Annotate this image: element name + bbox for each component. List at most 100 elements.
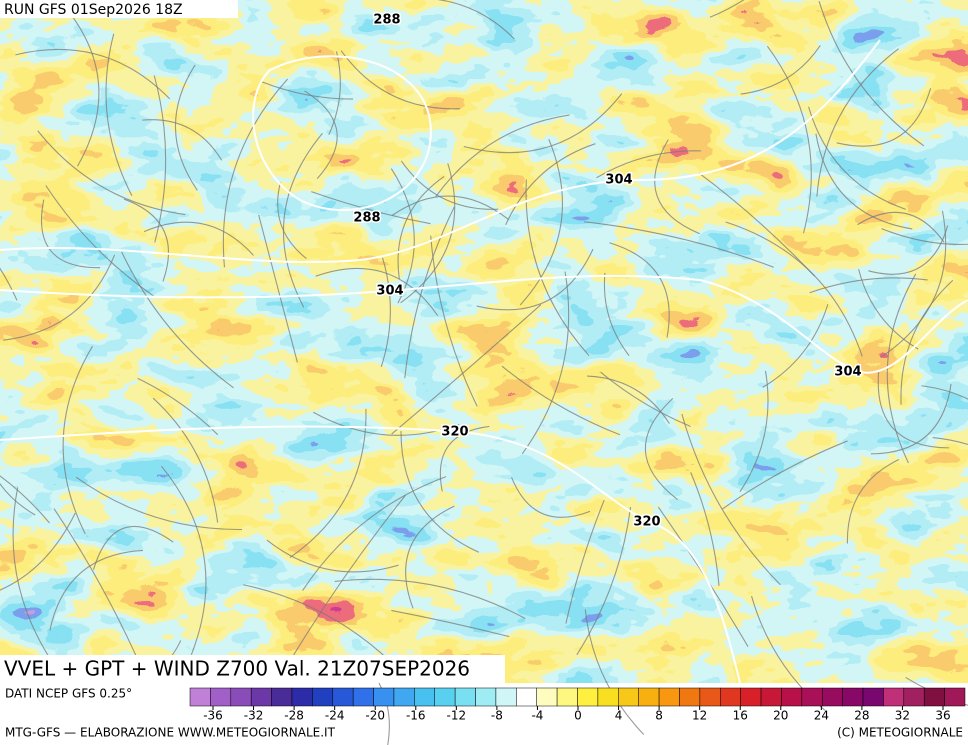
streamline	[584, 221, 774, 268]
streamline	[519, 138, 563, 306]
streamline	[400, 160, 499, 210]
contour-label: 304	[605, 173, 632, 188]
colorbar-cell	[516, 687, 537, 707]
streamline	[61, 3, 100, 167]
vertical-velocity-field	[0, 0, 968, 683]
colorbar-cell	[393, 687, 415, 707]
run-box	[0, 0, 238, 18]
colorbar-cell	[923, 687, 945, 707]
streamline	[289, 408, 367, 559]
colorbar-tick-label: 20	[773, 709, 788, 723]
streamline	[690, 472, 720, 586]
streamline	[15, 49, 171, 100]
source-label: DATI NCEP GFS 0.25°	[5, 687, 132, 701]
streamline	[807, 106, 906, 210]
streamline	[681, 413, 781, 586]
streamline	[3, 254, 116, 341]
contour-label: 288	[353, 211, 380, 226]
colorbar-tick-label: 8	[655, 709, 663, 723]
streamline	[293, 494, 407, 656]
streamline	[868, 225, 949, 275]
streamline	[521, 271, 570, 455]
contour-label: 304	[834, 365, 861, 380]
colorbar-cell	[720, 687, 741, 707]
streamline	[45, 185, 155, 297]
colorbar-cell	[556, 687, 578, 707]
streamline	[302, 476, 447, 591]
colorbar-cell	[250, 687, 272, 707]
contour-label: 288	[373, 13, 400, 28]
colorbar-tick-label: -36	[203, 709, 223, 723]
colorbar-cell	[189, 687, 211, 707]
streamline	[900, 279, 954, 405]
streamline	[391, 195, 509, 220]
streamline	[505, 143, 596, 226]
streamline	[261, 81, 354, 100]
streamline	[439, 425, 490, 492]
colorbar-cell	[862, 687, 884, 707]
streamline	[12, 487, 53, 663]
streamline	[380, 257, 391, 368]
colorbar-cell	[577, 687, 599, 707]
streamline	[123, 198, 170, 282]
colorbar-tick-label: 0	[574, 709, 582, 723]
colorbar-cell	[638, 687, 660, 707]
colorbar-cell	[271, 687, 293, 707]
streamline	[40, 199, 101, 269]
colorbar-tick-label: 32	[895, 709, 910, 723]
streamline	[0, 267, 18, 301]
colorbar-cell	[434, 687, 456, 707]
streamline	[340, 50, 461, 110]
streamline	[603, 272, 630, 356]
streamline	[815, 133, 913, 230]
colorbar-cell	[352, 687, 374, 707]
streamline	[160, 465, 207, 656]
colorbar-cell	[699, 687, 721, 707]
product-box	[0, 655, 505, 683]
contour-label: 320	[441, 425, 468, 440]
colorbar-cell	[597, 687, 619, 707]
streamline	[222, 78, 289, 268]
colorbar-cell	[679, 687, 701, 707]
streamline	[587, 375, 670, 424]
streamline	[282, 132, 323, 308]
streamline	[870, 383, 952, 455]
colorbar-tick-label: 16	[733, 709, 748, 723]
streamline	[740, 45, 821, 95]
streamline	[877, 370, 950, 449]
streamline	[400, 163, 456, 304]
colorbar-tick-label: -8	[491, 709, 503, 723]
colorbar-cell	[332, 687, 354, 707]
streamline	[600, 371, 691, 427]
colorbar-cell	[454, 687, 476, 707]
colorbar-cell	[230, 687, 252, 707]
product-label: VVEL + GPT + WIND Z700 Val. 21Z07SEP2026	[4, 657, 470, 681]
colorbar-cell	[312, 687, 334, 707]
streamline	[143, 221, 254, 256]
contour-line	[252, 55, 432, 211]
colorbar-tick-label: -28	[284, 709, 304, 723]
streamline	[315, 267, 439, 316]
streamline	[809, 277, 928, 294]
streamline	[0, 512, 76, 591]
streamline	[404, 206, 455, 379]
colorbar-tick-label: 4	[615, 709, 623, 723]
streamline	[397, 175, 445, 280]
colorbar-tick-label: -20	[365, 709, 385, 723]
streamline	[818, 1, 925, 147]
colorbar-cell	[760, 687, 782, 707]
colorbar-cell	[373, 687, 395, 707]
streamline	[390, 168, 415, 304]
streamline	[722, 440, 848, 510]
streamline	[0, 482, 36, 516]
streamline	[92, 526, 174, 570]
streamline	[430, 235, 478, 407]
colorbar-cell	[210, 687, 232, 707]
streamline	[75, 476, 243, 531]
streamline	[435, 114, 570, 198]
colorbar-tick-label: -16	[406, 709, 426, 723]
contour-label: 320	[633, 515, 660, 530]
streamline	[121, 251, 234, 389]
colorbar-cell	[658, 687, 680, 707]
geopotential-contours	[0, 39, 968, 684]
